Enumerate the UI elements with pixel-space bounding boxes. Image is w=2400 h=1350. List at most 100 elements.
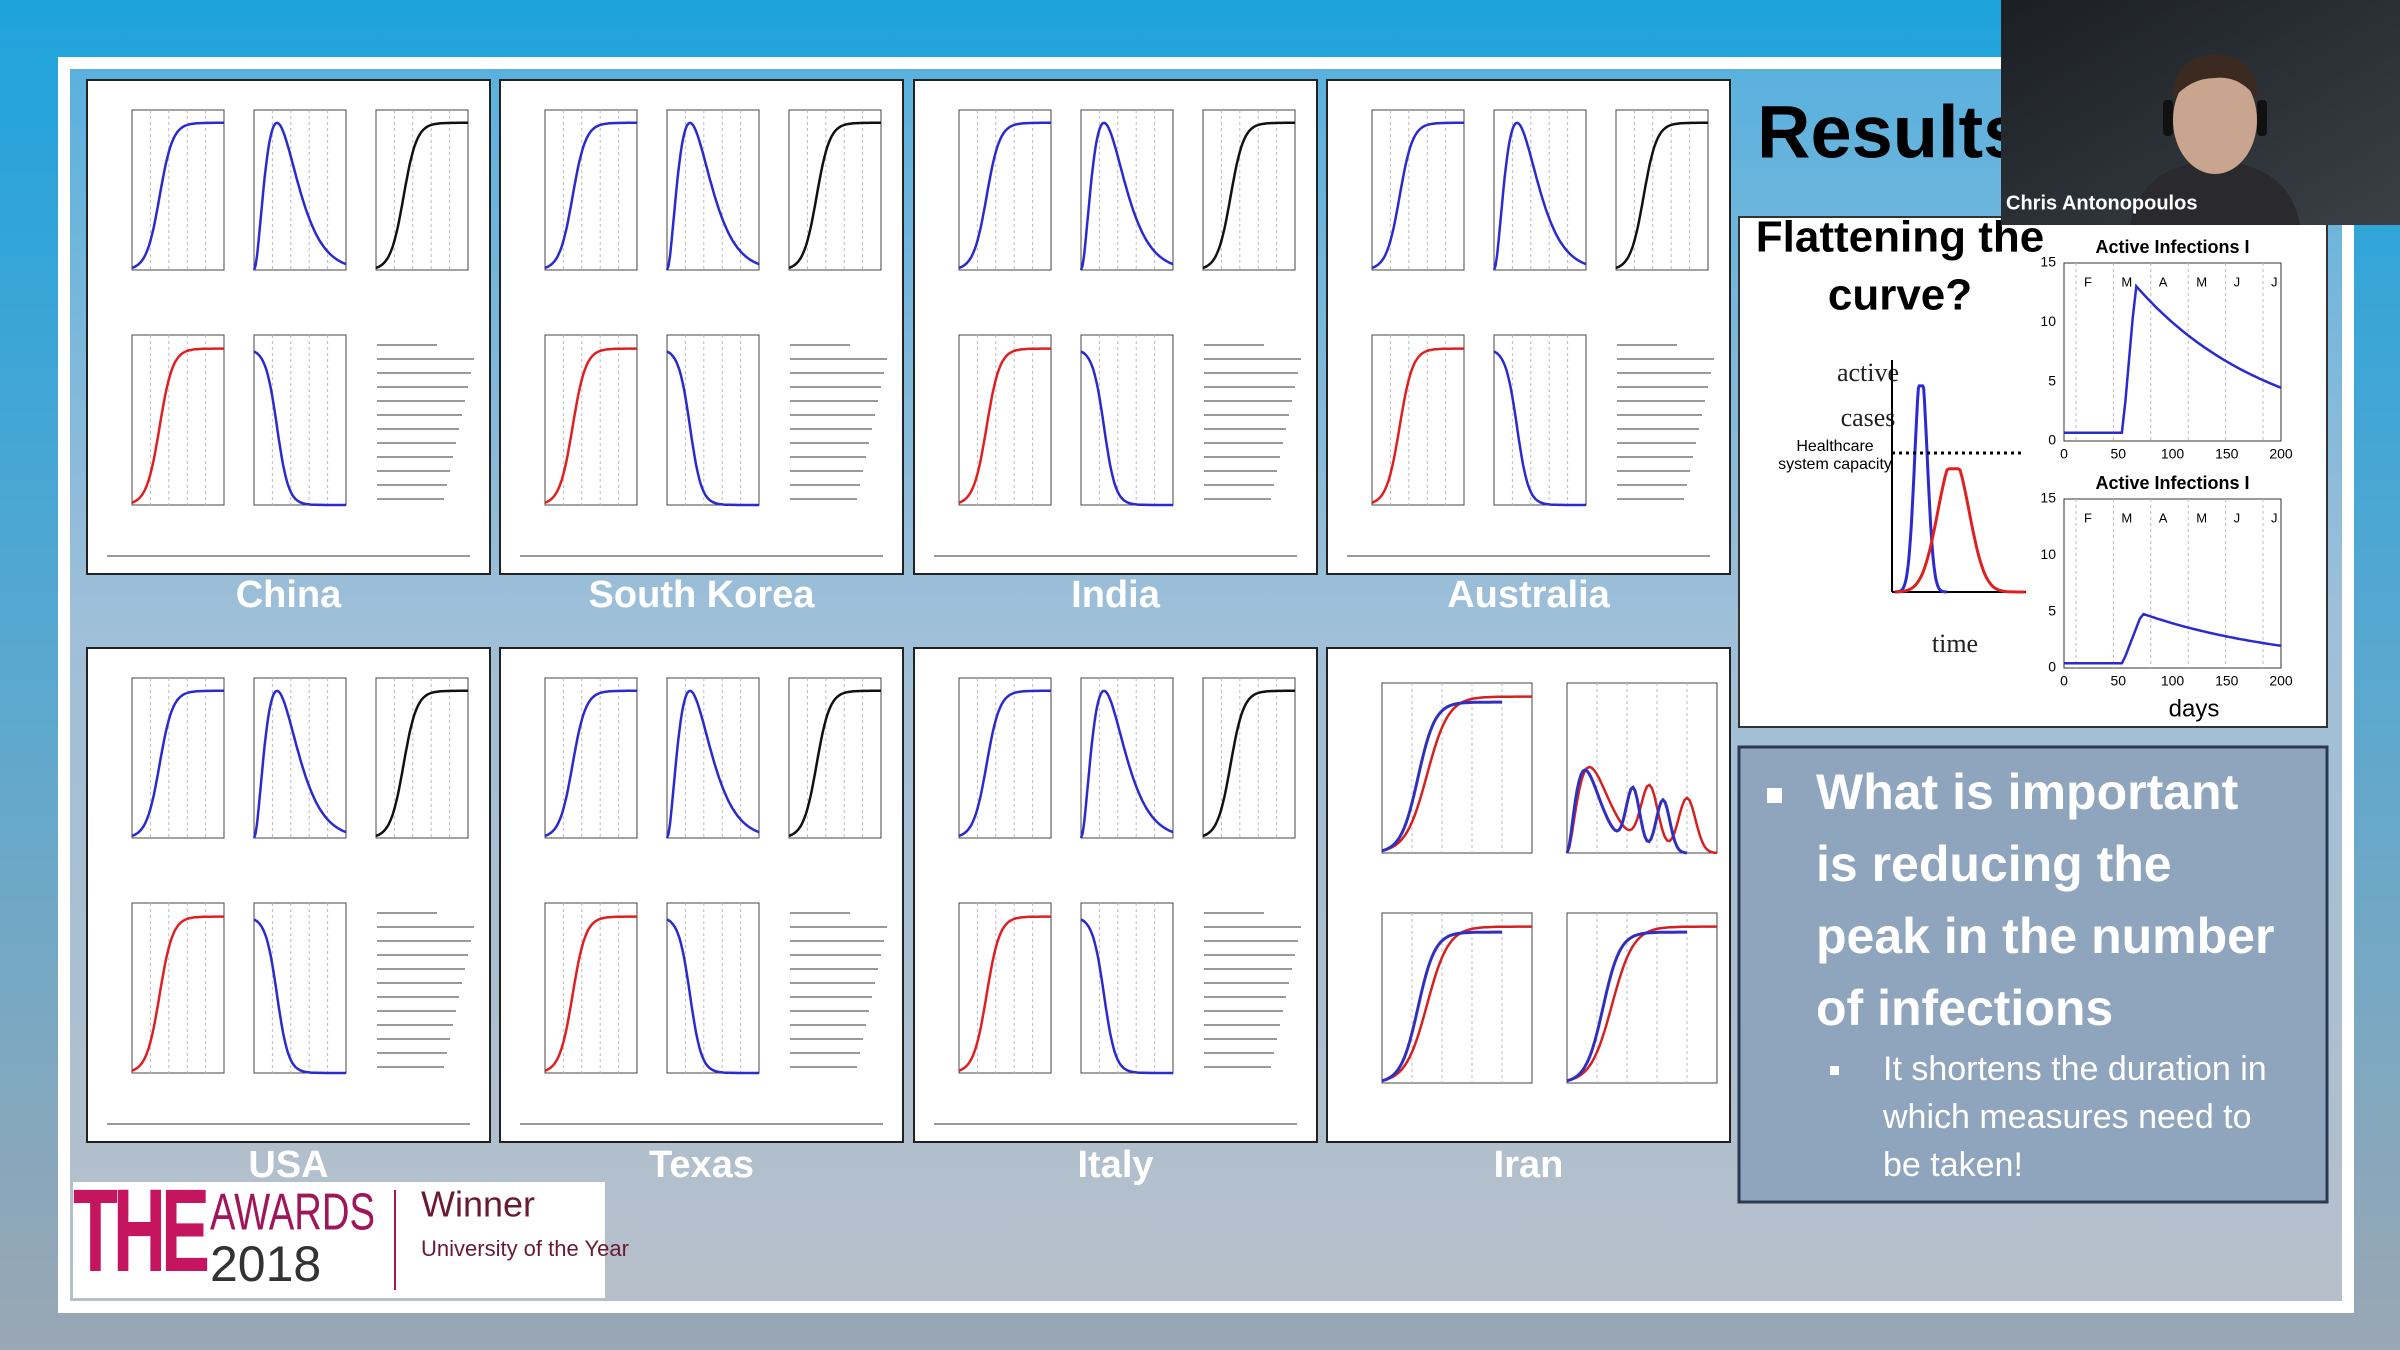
mini-curve xyxy=(665,121,760,271)
y-tick-label: 0 xyxy=(2048,432,2056,448)
y-tick-label: 15 xyxy=(2040,490,2056,506)
flat-curve xyxy=(1894,467,2025,594)
month-label: J xyxy=(2234,510,2241,525)
mini-curve xyxy=(788,121,881,269)
capacity-label: system capacity xyxy=(1778,456,1892,473)
mini-curve xyxy=(1381,700,1502,853)
x-tick-label: 100 xyxy=(2161,446,2185,462)
mini-curve xyxy=(253,918,346,1075)
mini-curve xyxy=(958,915,1051,1072)
paper-figure xyxy=(913,79,1318,575)
mini-plot-frame xyxy=(375,109,469,271)
mini-curve xyxy=(958,689,1051,837)
paper-figure xyxy=(86,79,491,575)
mini-plot-frame xyxy=(544,677,638,839)
panel-label: Iran xyxy=(1494,1144,1564,1186)
mini-curve xyxy=(1079,121,1174,271)
mini-curve xyxy=(1566,930,1687,1083)
award-logo xyxy=(73,1182,605,1298)
mini-curve xyxy=(1492,121,1587,271)
x-tick-label: 0 xyxy=(2060,673,2068,689)
mini-plot-frame xyxy=(958,677,1052,839)
sharp-curve xyxy=(1894,384,1948,594)
month-label: M xyxy=(2196,274,2207,289)
mini-curve xyxy=(375,121,468,269)
panel-label: South Korea xyxy=(589,574,816,616)
x-tick-label: 100 xyxy=(2161,673,2185,689)
mini-curve xyxy=(788,689,881,837)
mini-plot-frame xyxy=(544,334,638,506)
axis-label: time xyxy=(1932,629,1978,658)
paper-figure xyxy=(86,647,491,1143)
mini-curve xyxy=(1381,695,1532,852)
y-tick-label: 5 xyxy=(2048,372,2056,388)
mini-plot-frame xyxy=(544,902,638,1074)
slide-title: Results xyxy=(1757,91,2024,174)
mini-curve xyxy=(1371,121,1464,269)
month-label: J xyxy=(2234,274,2241,289)
bullets: What is important is reducing the peak in … xyxy=(1767,764,2274,1184)
mini-plot-frame xyxy=(666,334,760,506)
flattening-title: Flattening the xyxy=(1756,213,2044,262)
x-axis-label: days xyxy=(2169,695,2220,722)
axis-label: cases xyxy=(1841,403,1896,432)
bullet-box xyxy=(1737,745,2329,1204)
mini-curve xyxy=(131,915,224,1072)
panels: China South Korea India Australia USA Texas It… xyxy=(86,79,1731,1186)
mini-curve xyxy=(1381,925,1532,1082)
participant-name: Chris Antonopoulos xyxy=(2006,192,2197,214)
plot-curve xyxy=(2064,612,2282,665)
month-label: F xyxy=(2084,274,2092,289)
mini-curve xyxy=(958,121,1051,269)
panel-label: Australia xyxy=(1447,574,1610,616)
sub-bullet-text: which measures need to xyxy=(1882,1098,2252,1136)
paper-figure xyxy=(499,647,904,1143)
month-label: M xyxy=(2196,510,2207,525)
y-tick-label: 5 xyxy=(2048,602,2056,618)
mini-plot-frame xyxy=(788,109,882,271)
mini-plot-frame xyxy=(131,677,225,839)
bullet-text: What is important xyxy=(1816,764,2239,820)
paper-figure xyxy=(1326,647,1731,1143)
panel-label: USA xyxy=(248,1144,328,1186)
x-tick-label: 0 xyxy=(2060,446,2068,462)
y-tick-label: 15 xyxy=(2040,254,2056,270)
month-label: M xyxy=(2121,510,2132,525)
award-brand: THE xyxy=(73,1165,208,1297)
sub-bullet-text: be taken! xyxy=(1883,1146,2023,1184)
mini-curve xyxy=(666,918,759,1075)
month-label: F xyxy=(2084,510,2092,525)
mini-plot-frame xyxy=(1371,109,1465,271)
plot-title: Active Infections I xyxy=(2095,473,2249,493)
month-label: J xyxy=(2271,510,2278,525)
mini-curve xyxy=(544,689,637,837)
mini-curve xyxy=(1565,765,1718,855)
sub-bullet-marker xyxy=(1830,1066,1839,1075)
mini-curve xyxy=(131,347,224,504)
mini-plot-frame xyxy=(544,109,638,271)
y-tick-label: 0 xyxy=(2048,659,2056,675)
panel-label: Italy xyxy=(1077,1144,1153,1186)
mini-curve xyxy=(544,915,637,1072)
bullet-text: peak in the number xyxy=(1816,908,2274,964)
bullet-text: of infections xyxy=(1816,980,2113,1036)
plot-frame xyxy=(2063,262,2282,442)
mini-plot-frame xyxy=(253,334,347,506)
mini-curve xyxy=(131,689,224,837)
mini-plot-frame xyxy=(375,677,469,839)
x-tick-label: 200 xyxy=(2269,673,2293,689)
bullet-marker xyxy=(1767,788,1782,803)
mini-plot-frame xyxy=(131,902,225,1074)
sub-bullet-text: It shortens the duration in xyxy=(1883,1050,2267,1088)
mini-curve xyxy=(131,121,224,269)
month-label: M xyxy=(2121,274,2132,289)
paper-figure xyxy=(1326,79,1731,575)
mini-curve xyxy=(253,350,346,507)
mini-curve xyxy=(1080,918,1173,1075)
headset xyxy=(2163,100,2173,136)
mini-plot-frame xyxy=(1080,902,1174,1074)
award-awards: AWARDS xyxy=(210,1184,375,1242)
